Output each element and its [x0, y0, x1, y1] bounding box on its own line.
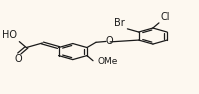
Text: OMe: OMe [98, 57, 118, 66]
Text: O: O [14, 54, 22, 64]
Text: Cl: Cl [161, 12, 170, 22]
Text: Br: Br [114, 18, 125, 28]
Text: O: O [105, 36, 113, 46]
Text: HO: HO [2, 30, 18, 40]
